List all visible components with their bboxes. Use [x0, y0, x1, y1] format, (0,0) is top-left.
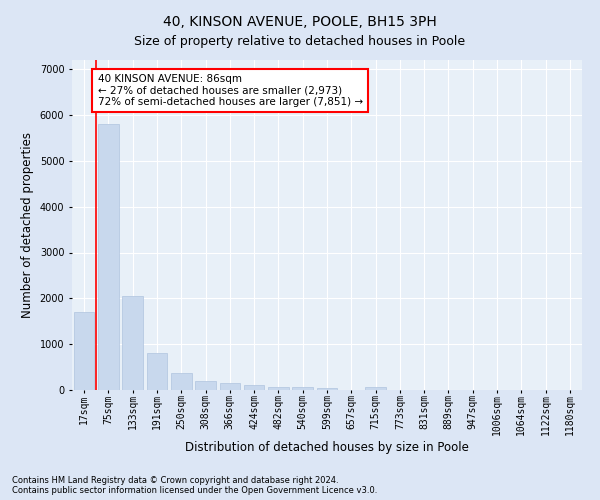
Bar — [171, 372, 191, 390]
Bar — [122, 296, 143, 390]
Text: 40, KINSON AVENUE, POOLE, BH15 3PH: 40, KINSON AVENUE, POOLE, BH15 3PH — [163, 15, 437, 29]
Text: 40 KINSON AVENUE: 86sqm
← 27% of detached houses are smaller (2,973)
72% of semi: 40 KINSON AVENUE: 86sqm ← 27% of detache… — [97, 74, 362, 107]
Bar — [268, 387, 289, 390]
Bar — [74, 312, 94, 390]
Bar — [365, 387, 386, 390]
Y-axis label: Number of detached properties: Number of detached properties — [21, 132, 34, 318]
Text: Size of property relative to detached houses in Poole: Size of property relative to detached ho… — [134, 35, 466, 48]
Bar — [244, 386, 265, 390]
Bar — [220, 383, 240, 390]
Bar — [292, 387, 313, 390]
Text: Contains HM Land Registry data © Crown copyright and database right 2024.
Contai: Contains HM Land Registry data © Crown c… — [12, 476, 377, 495]
X-axis label: Distribution of detached houses by size in Poole: Distribution of detached houses by size … — [185, 441, 469, 454]
Bar — [146, 354, 167, 390]
Bar — [98, 124, 119, 390]
Bar — [195, 381, 216, 390]
Bar — [317, 388, 337, 390]
